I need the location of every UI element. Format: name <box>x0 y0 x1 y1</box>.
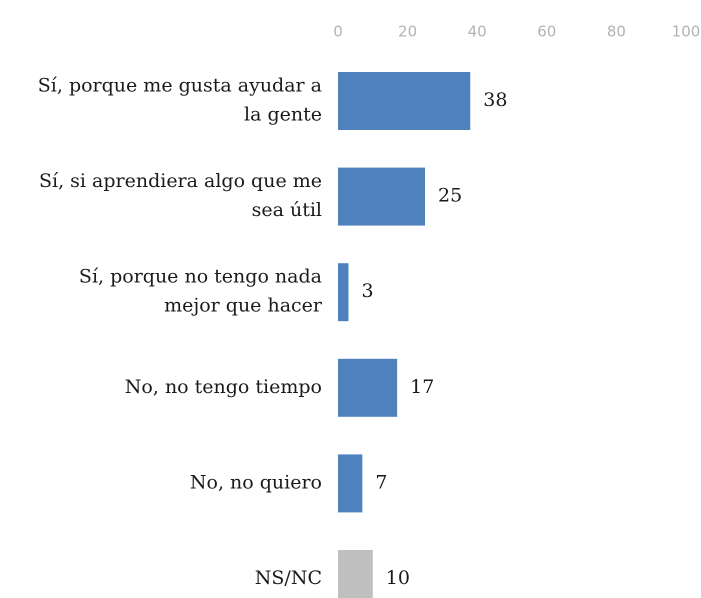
x-tick-label: 0 <box>333 23 343 41</box>
bar <box>338 454 363 513</box>
data-labels: 38 25 3 17 7 10 <box>361 89 507 589</box>
category-label-line: Sí, si aprendiera algo que me <box>39 170 322 192</box>
category-label: No, no quiero <box>190 471 322 493</box>
bar <box>338 263 349 322</box>
data-label: 25 <box>438 185 462 207</box>
category-label-line: Sí, porque no tengo nada <box>79 266 322 288</box>
category-label-line: sea útil <box>252 199 322 221</box>
category-labels: Sí, porque me gusta ayudar ala genteSí, … <box>38 75 323 590</box>
x-tick-label: 100 <box>672 23 701 41</box>
category-label-line: NS/NC <box>255 567 322 589</box>
category-label: Sí, porque me gusta ayudar a la gente <box>38 75 322 126</box>
category-label: Sí, si aprendiera algo que me sea útil <box>39 170 322 221</box>
bar <box>338 358 398 417</box>
category-label: No, no tengo tiempo <box>125 376 322 398</box>
x-tick-label: 60 <box>537 23 556 41</box>
bars <box>338 72 471 598</box>
data-label: 7 <box>375 471 387 493</box>
category-label-line: Sí, porque me gusta ayudar a <box>38 75 322 97</box>
data-label: 3 <box>361 280 373 302</box>
bar <box>338 167 425 226</box>
x-tick-label: 80 <box>607 23 626 41</box>
x-tick-label: 40 <box>468 23 487 41</box>
category-label-line: No, no tengo tiempo <box>125 376 322 398</box>
data-label: 38 <box>483 89 507 111</box>
data-label: 10 <box>386 567 410 589</box>
data-label: 17 <box>410 376 434 398</box>
category-label: Sí, porque no tengo nada mejor que hacer <box>79 266 323 317</box>
category-label-line: No, no quiero <box>190 471 322 493</box>
bar <box>338 72 471 130</box>
category-label-line: mejor que hacer <box>164 295 323 317</box>
x-tick-label: 20 <box>398 23 417 41</box>
category-label-line: la gente <box>244 104 322 126</box>
category-label: NS/NC <box>255 567 322 589</box>
bar <box>338 550 373 598</box>
x-axis: 0 20 40 60 80 100 <box>333 23 700 41</box>
